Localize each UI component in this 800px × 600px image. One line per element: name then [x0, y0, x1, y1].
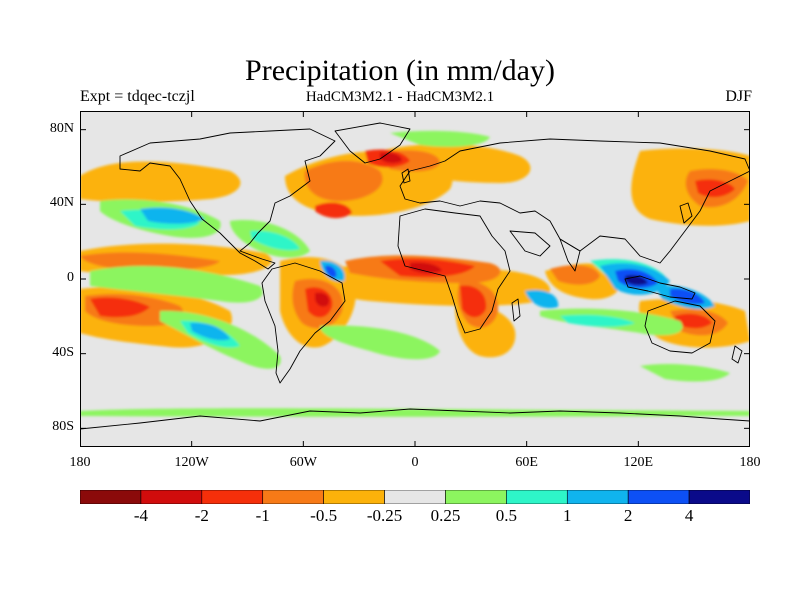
colorbar-segment	[140, 490, 203, 504]
colorbar-label: -0.25	[366, 506, 403, 525]
colorbar	[80, 490, 750, 504]
latitude-tick-label: 0	[67, 270, 74, 285]
latitude-tick-label: 40N	[49, 195, 74, 211]
colorbar-label: -2	[194, 506, 209, 525]
colorbar-segment	[384, 490, 446, 504]
colorbar-label: -4	[133, 506, 148, 525]
longitude-tick-label: 0	[411, 455, 419, 470]
colorbar-segment	[323, 490, 385, 504]
colorbar-segment	[445, 490, 507, 504]
colorbar-segment	[506, 490, 568, 504]
latitude-tick-label: 40S	[52, 344, 74, 360]
colorbar-label: 1	[563, 506, 572, 525]
latitude-tick-label: 80N	[49, 120, 74, 136]
extreme-dry-patches	[315, 152, 442, 307]
longitude-tick-label: 60E	[515, 455, 538, 470]
colorbar-segment	[627, 490, 690, 504]
coastlines	[80, 122, 750, 430]
colorbar-label: -0.5	[310, 506, 338, 525]
colorbar-segment	[566, 490, 629, 504]
colorbar-label: 0.5	[495, 506, 517, 525]
precipitation-map	[80, 111, 750, 447]
season-label: DJF	[725, 88, 752, 105]
longitude-tick-label: 180	[69, 455, 91, 470]
longitude-tick-label: 120W	[174, 455, 209, 470]
longitude-tick-label: 120E	[623, 455, 654, 470]
colorbar-label: 2	[623, 506, 633, 525]
colorbar-label: -1	[255, 506, 270, 525]
model-comparison-label: HadCM3M2.1 - HadCM3M2.1	[305, 89, 495, 105]
map-title: Precipitation (in mm/day)	[245, 54, 555, 87]
longitude-tick-label: 60W	[289, 455, 317, 470]
colorbar-segment	[262, 490, 324, 504]
latitude-tick-label: 80S	[52, 419, 74, 435]
longitude-tick-label: 180	[739, 455, 761, 470]
colorbar-label: 0.25	[430, 506, 461, 525]
colorbar-label: 4	[684, 506, 694, 525]
colorbar-segment	[201, 490, 264, 504]
colorbar-segment	[688, 490, 750, 504]
colorbar-segment	[80, 490, 142, 504]
experiment-label: Expt = tdqec-tczjl	[80, 88, 195, 105]
